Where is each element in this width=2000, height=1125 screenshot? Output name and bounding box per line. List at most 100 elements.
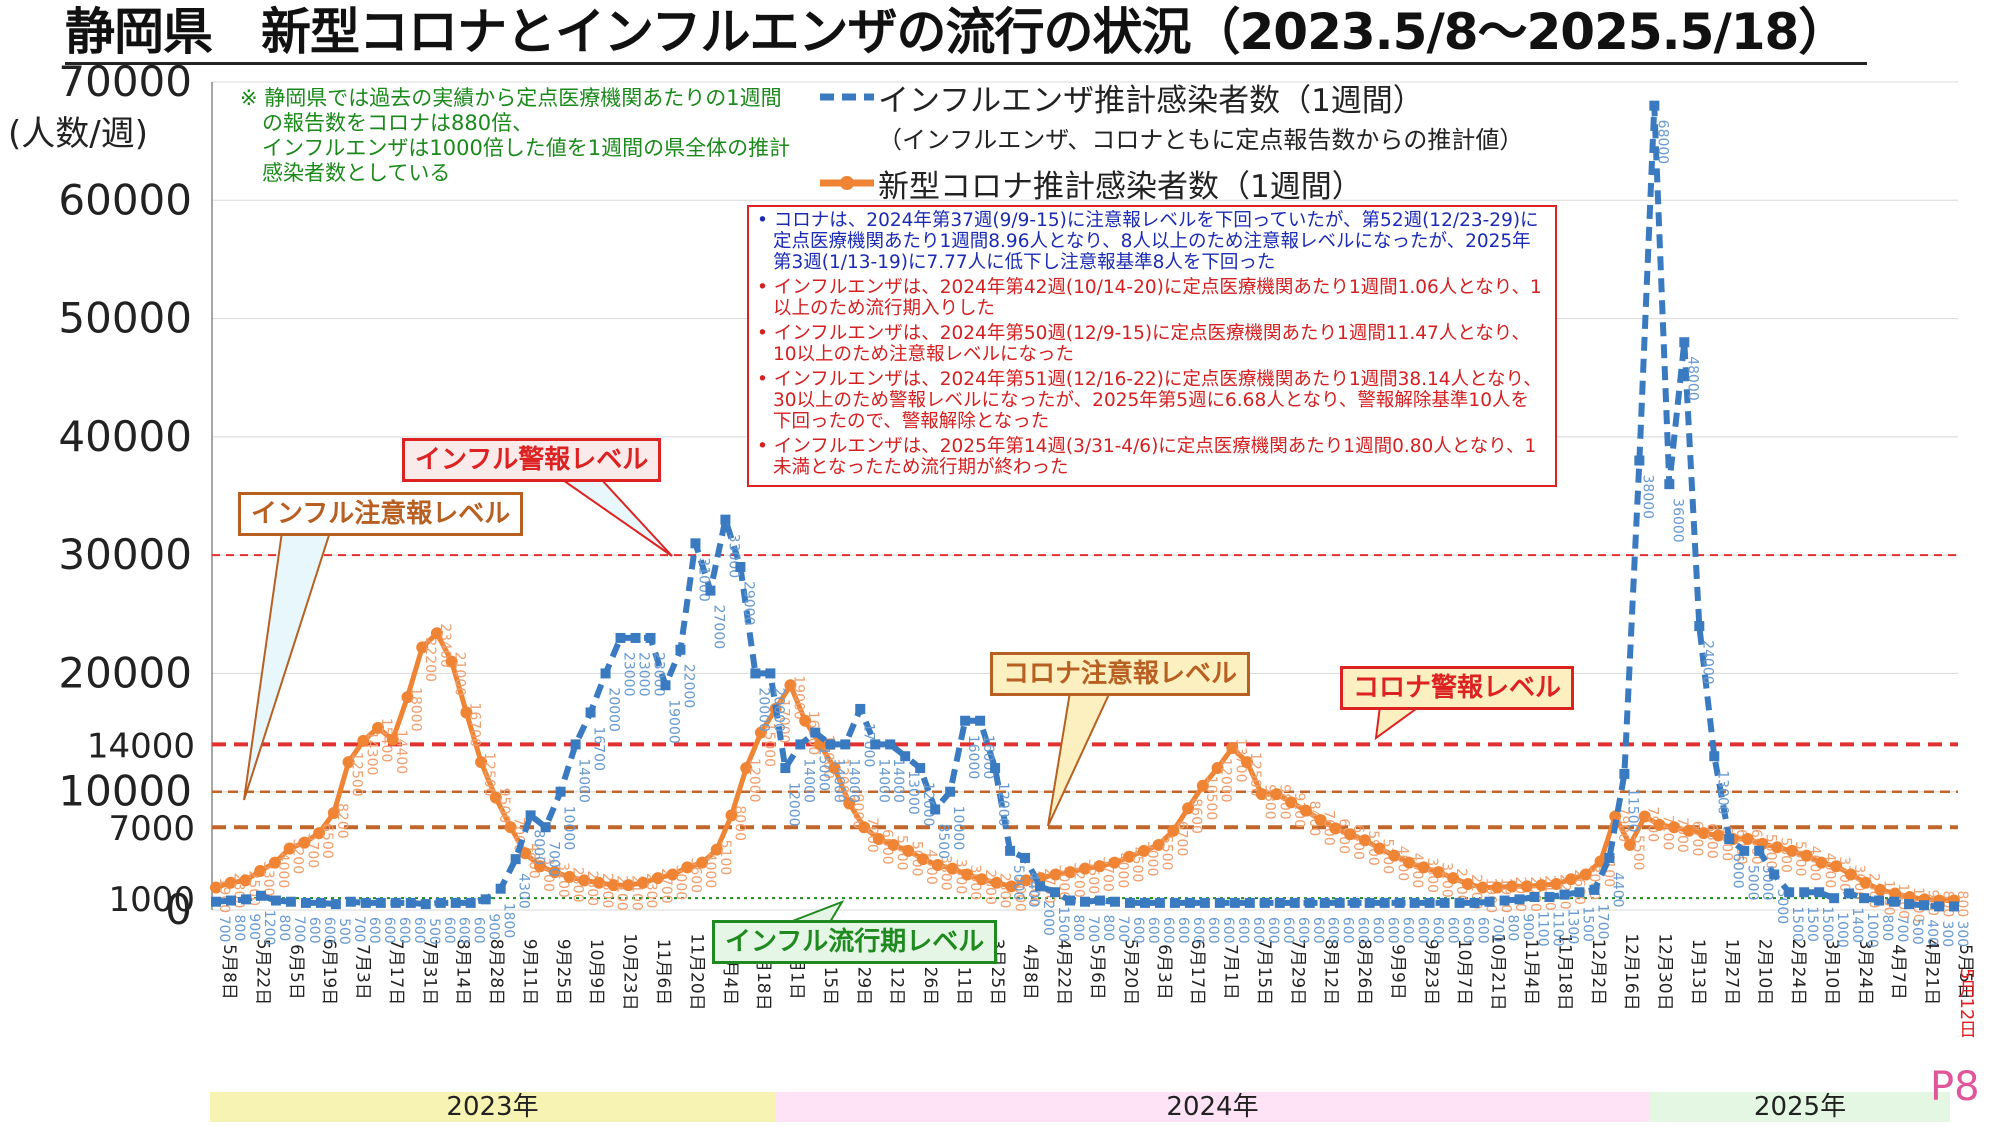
- covid-value-111: 3000: [1851, 865, 1867, 901]
- flu-value-105: 1500: [1789, 906, 1805, 942]
- covid-point-89: [1520, 880, 1533, 893]
- flu-point-51: [975, 715, 986, 726]
- flu-value-83: 600: [1460, 917, 1476, 944]
- x-tick-13: 11月6日: [653, 939, 673, 1005]
- covid-value-18: 12500: [481, 752, 497, 797]
- flu-value-108: 1000: [1834, 912, 1850, 948]
- covid-point-114: [1889, 887, 1902, 900]
- flu-point-86: [1499, 895, 1510, 906]
- covid-value-110: 3700: [1836, 856, 1852, 892]
- x-tick-11: 10月9日: [586, 939, 606, 1005]
- info-item-flu-3: • インフルエンザは、2024年第51週(12/16-22)に定点医療機関あたり…: [757, 369, 1542, 432]
- flu-point-50: [960, 715, 971, 726]
- flu-point-1: [225, 895, 236, 906]
- covid-point-32: [681, 861, 694, 874]
- flu-value-15: 600: [441, 917, 457, 944]
- covid-point-106: [1771, 841, 1784, 854]
- flu-value-27: 23000: [621, 652, 637, 697]
- info-item-flu-1: • インフルエンザは、2024年第42週(10/14-20)に定点医療機関あたり…: [757, 277, 1542, 319]
- x-tick-5: 7月17日: [386, 939, 406, 1005]
- covid-value-72: 9800: [1276, 784, 1292, 820]
- year-2023: 2023年: [210, 1092, 775, 1122]
- flu-point-21: [525, 810, 536, 821]
- flu-point-48: [930, 804, 941, 815]
- flu-point-115: [1934, 901, 1945, 912]
- covid-point-52: [975, 873, 988, 886]
- covid-point-62: [1123, 850, 1136, 863]
- flu-point-29: [645, 632, 656, 643]
- flu-point-92: [1589, 884, 1600, 895]
- flu-value-87: 900: [1520, 913, 1536, 940]
- flu-value-93: 4400: [1609, 872, 1625, 908]
- covid-value-37: 15000: [761, 723, 777, 768]
- flu-point-70: [1259, 897, 1270, 908]
- flu-value-72: 600: [1295, 917, 1311, 944]
- flu-point-16: [450, 897, 461, 908]
- x-tick-45: 1月27日: [1721, 939, 1741, 1005]
- flu-point-105: [1784, 887, 1795, 898]
- flu-value-1: 800: [231, 915, 247, 942]
- y-tick-50000: 50000: [58, 294, 192, 343]
- covid-value-69: 13700: [1232, 738, 1248, 783]
- flu-value-96: 68000: [1654, 120, 1670, 165]
- covid-point-40: [799, 714, 812, 727]
- covid-point-46: [887, 838, 900, 851]
- flu-point-15: [435, 897, 446, 908]
- x-tick-50: 4月7日: [1888, 944, 1908, 1000]
- flu-point-23: [555, 786, 566, 797]
- flu-point-32: [690, 538, 701, 549]
- covid-point-83: [1432, 866, 1445, 879]
- covid-value-51: 3000: [967, 865, 983, 901]
- covid-point-104: [1741, 833, 1754, 846]
- threshold-label-14000: 14000: [87, 726, 195, 766]
- flu-point-12: [390, 897, 401, 908]
- covid-point-73: [1285, 796, 1298, 809]
- flu-point-107: [1814, 887, 1825, 898]
- flu-point-33: [705, 585, 716, 596]
- flu-value-54: 4400: [1025, 872, 1041, 908]
- flu-value-19: 1800: [501, 903, 517, 939]
- flu-point-98: [1679, 337, 1690, 348]
- covid-value-17: 16700: [466, 702, 482, 747]
- flu-value-101: 6000: [1729, 853, 1745, 889]
- flu-point-26: [600, 668, 611, 679]
- flu-value-99: 24000: [1699, 640, 1715, 685]
- x-tick-35: 9月9日: [1387, 944, 1407, 1000]
- flu-point-112: [1889, 896, 1900, 907]
- covid-point-101: [1697, 827, 1710, 840]
- covid-value-78: 5900: [1365, 830, 1381, 866]
- covid-point-86: [1476, 881, 1489, 894]
- flu-value-71: 600: [1280, 917, 1296, 944]
- x-tick-52: 5月5日: [1955, 944, 1975, 1000]
- flu-value-36: 20000: [755, 687, 771, 732]
- covid-value-16: 21000: [452, 652, 468, 697]
- x-tick-36: 9月23日: [1421, 939, 1441, 1005]
- x-tick-44: 1月13日: [1688, 939, 1708, 1005]
- flu-value-79: 600: [1400, 917, 1416, 944]
- covid-point-31: [666, 868, 679, 881]
- flu-value-4: 800: [276, 915, 292, 942]
- y-tick-10000: 10000: [58, 767, 192, 816]
- flu-value-57: 800: [1070, 915, 1086, 942]
- covid-point-110: [1830, 860, 1843, 873]
- flu-value-8: 500: [336, 918, 352, 945]
- y-axis-unit: (人数/週): [8, 114, 148, 154]
- flu-value-100: 13000: [1714, 770, 1730, 815]
- covid-point-22: [534, 860, 547, 873]
- flu-point-109: [1844, 888, 1855, 899]
- covid-value-9: 12500: [349, 752, 365, 797]
- flu-value-17: 600: [471, 917, 487, 944]
- flu-value-23: 10000: [561, 806, 577, 851]
- callout-flu-caution: インフル注意報レベル: [238, 492, 524, 536]
- covid-value-33: 4000: [702, 853, 718, 889]
- flu-point-108: [1829, 893, 1840, 904]
- x-tick-33: 8月12日: [1321, 939, 1341, 1005]
- note-line-1: ※ 静岡県では過去の実績から定点医療機関あたりの1週間の報告数をコロナは880倍…: [240, 86, 782, 135]
- covid-value-8: 8200: [334, 803, 350, 839]
- flu-point-41: [825, 739, 836, 750]
- x-tick-0: 5月8日: [219, 944, 239, 1000]
- flu-point-116: [1949, 901, 1959, 912]
- flu-point-36: [750, 668, 761, 679]
- covid-point-37: [754, 726, 767, 739]
- y-tick-0: 0: [165, 885, 192, 934]
